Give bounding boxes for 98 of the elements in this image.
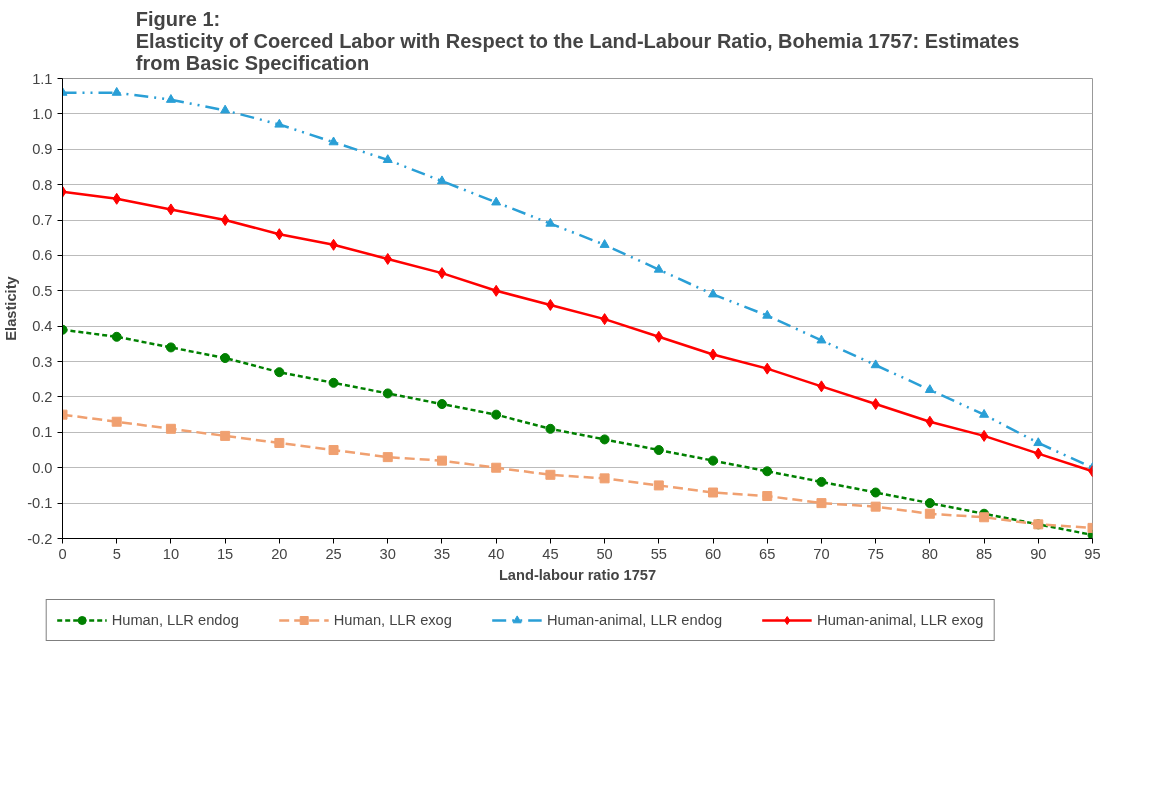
point <box>111 86 122 96</box>
point <box>599 239 610 248</box>
point <box>111 331 122 342</box>
y-tick-label: 0.6 <box>32 247 53 264</box>
x-tick-label: 45 <box>542 545 559 562</box>
point <box>436 175 447 185</box>
point <box>924 384 935 393</box>
y-tick-label: -0.2 <box>27 530 53 547</box>
point <box>328 377 339 388</box>
point <box>816 476 827 487</box>
y-tick-label: 1.1 <box>32 70 53 87</box>
point <box>762 309 773 319</box>
point <box>870 501 881 512</box>
point <box>599 473 610 484</box>
y-tick-label: 0.5 <box>32 282 53 299</box>
point <box>816 334 827 344</box>
point <box>599 434 610 445</box>
point <box>979 429 989 442</box>
y-tick-label: 0.2 <box>32 388 53 405</box>
point <box>165 423 176 434</box>
y-tick-label: 0.0 <box>32 459 53 476</box>
legend-label: Human, LLR endog <box>111 612 239 628</box>
x-tick-label: 40 <box>488 545 505 562</box>
point <box>437 267 447 280</box>
point <box>491 409 502 420</box>
x-tick-label: 85 <box>975 545 993 562</box>
x-tick-label: 10 <box>162 545 180 562</box>
x-tick-label: 15 <box>216 545 234 562</box>
y-tick-label: 1.0 <box>32 105 53 122</box>
point <box>762 466 773 477</box>
point <box>870 359 881 369</box>
point <box>491 462 502 473</box>
x-tick-label: 65 <box>759 545 776 562</box>
point <box>708 348 718 361</box>
x-tick-label: 75 <box>867 545 884 562</box>
point <box>708 487 719 498</box>
point <box>762 491 773 502</box>
legend-label: Human, LLR exog <box>333 612 452 628</box>
point <box>328 445 339 456</box>
point <box>545 469 556 480</box>
point <box>979 512 990 523</box>
point <box>165 342 176 353</box>
x-tick-label: 25 <box>325 545 342 562</box>
x-tick-label: 90 <box>1030 545 1047 562</box>
legend-label: Human-animal, LLR exog <box>817 612 984 628</box>
point <box>220 353 231 364</box>
point <box>816 498 827 509</box>
y-tick-label: 0.9 <box>32 141 53 158</box>
point <box>274 118 285 128</box>
point <box>924 498 935 509</box>
x-tick-label: 35 <box>433 545 451 562</box>
x-tick-label: 5 <box>112 545 121 562</box>
point <box>491 196 502 206</box>
point <box>436 455 447 466</box>
point <box>220 214 230 227</box>
point <box>274 367 285 378</box>
point <box>220 430 231 441</box>
x-tick-label: 60 <box>704 545 722 562</box>
point <box>166 203 176 216</box>
y-tick-label: 0.7 <box>32 212 53 229</box>
y-tick-label: 0.3 <box>32 353 53 370</box>
y-tick-label: 0.4 <box>32 318 53 335</box>
legend-label: Human-animal, LLR endog <box>546 612 723 628</box>
x-tick-label: 70 <box>813 545 830 562</box>
x-tick-label: 0 <box>58 545 67 562</box>
point <box>870 487 881 498</box>
point <box>111 416 122 427</box>
x-tick-label: 95 <box>1084 545 1101 562</box>
x-tick-label: 30 <box>379 545 396 562</box>
point <box>328 136 339 146</box>
point <box>382 388 393 399</box>
point <box>382 452 393 463</box>
point <box>274 437 285 448</box>
point <box>653 445 664 456</box>
x-tick-label: 80 <box>921 545 939 562</box>
point <box>979 408 990 418</box>
x-tick-label: 20 <box>271 545 288 562</box>
point <box>545 217 556 227</box>
x-tick-label: 50 <box>596 545 613 562</box>
chart-title: Figure 1: Elasticity of Coerced Labor with Respect to the Land-Labour Ratio, Bohemia 1757: Estimates from Basic Specification <box>135 7 1020 74</box>
y-tick-label: 0.1 <box>32 424 53 441</box>
point <box>382 154 393 163</box>
point <box>165 94 176 103</box>
x-tick-label: 55 <box>650 545 667 562</box>
point <box>545 423 556 434</box>
point <box>708 455 719 466</box>
point <box>1033 437 1044 447</box>
y-axis-title: Elasticity <box>3 275 20 341</box>
point <box>708 288 719 298</box>
point <box>653 480 664 491</box>
y-tick-label: -0.1 <box>27 495 53 512</box>
y-tick-label: 0.8 <box>32 176 53 193</box>
point <box>924 508 935 519</box>
point <box>436 399 447 410</box>
point <box>653 263 664 273</box>
point <box>925 415 935 428</box>
point <box>220 104 231 114</box>
x-axis-title: Land-labour ratio 1757 <box>498 566 657 583</box>
